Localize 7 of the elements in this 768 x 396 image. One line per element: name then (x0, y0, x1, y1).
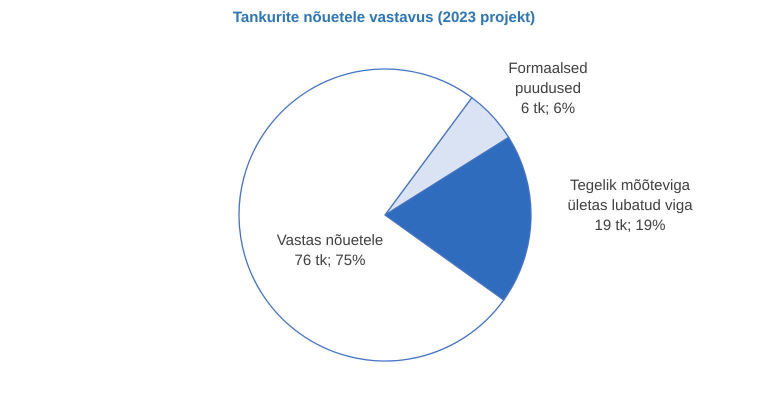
slice-label: Vastas nõuetele (276, 232, 384, 249)
slice-label: Formaalsed puudused (508, 60, 588, 97)
slice-label: Tegelik mõõteviga ületas lubatud viga (567, 177, 694, 214)
data-label: 76 tk; 75% (294, 252, 366, 269)
data-label: 19 tk; 19% (594, 217, 666, 234)
data-label: 6 tk; 6% (520, 100, 576, 117)
chart-title: Tankurite nõuetele vastavus (2023 projekt) (232, 9, 536, 26)
